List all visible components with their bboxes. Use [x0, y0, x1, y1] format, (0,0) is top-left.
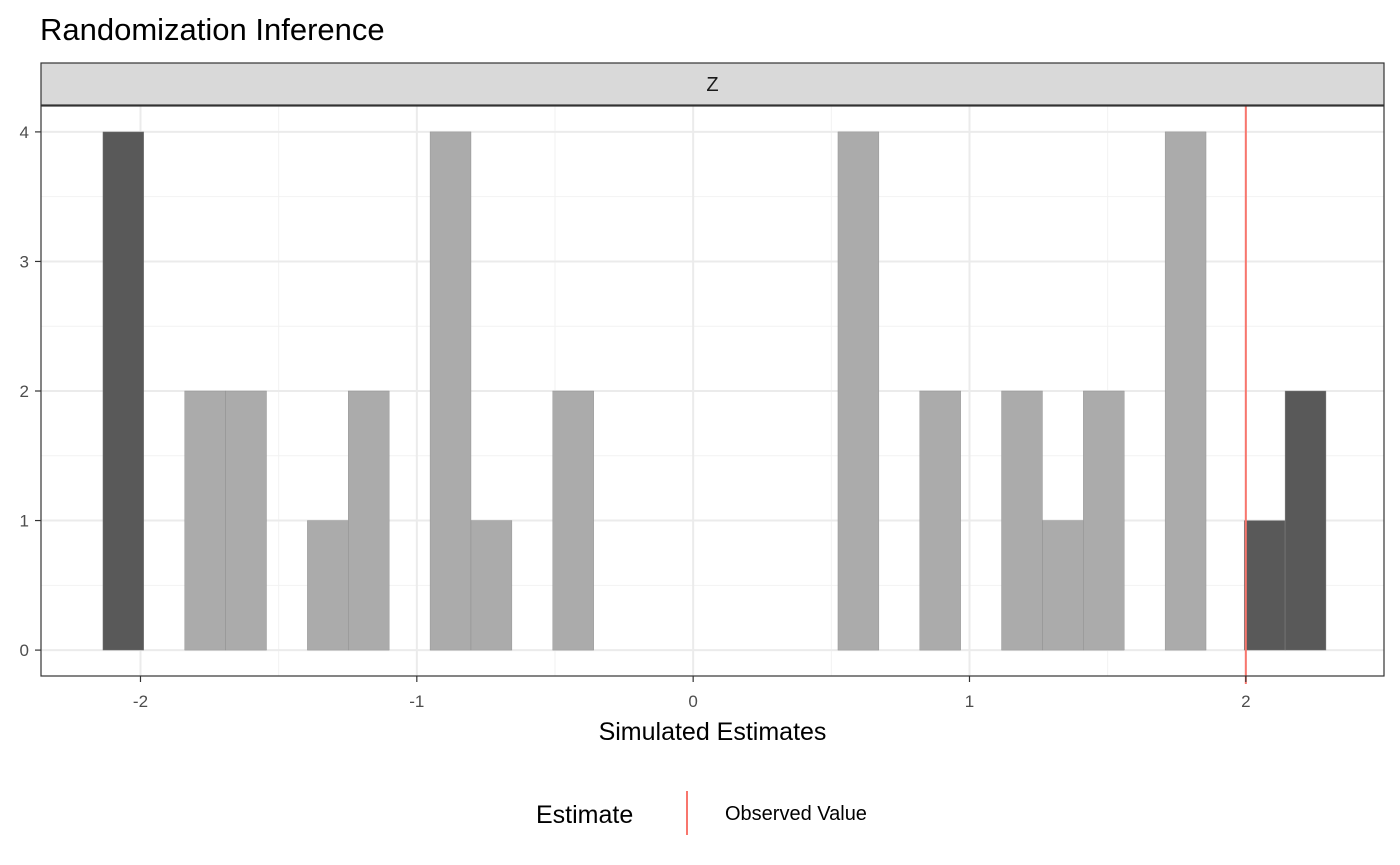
chart-title: Randomization Inference: [40, 12, 385, 47]
histogram-bar: [307, 520, 349, 651]
legend-title: Estimate: [536, 801, 633, 829]
facet-strip-label: Z: [706, 74, 718, 96]
histogram-bar: [1042, 520, 1084, 651]
axis-ticks: -2 -1 0 1 2 0 1 2 3 4: [20, 123, 1251, 711]
histogram-bar: [919, 390, 961, 651]
histogram-bar: [429, 131, 472, 651]
legend-label: Observed Value: [725, 803, 867, 825]
facet-strip: [40, 62, 1385, 106]
y-tick-label: 4: [20, 123, 29, 142]
x-tick-label: 1: [965, 692, 974, 711]
x-axis-title: Simulated Estimates: [599, 718, 827, 746]
x-tick-label: 2: [1241, 692, 1250, 711]
histogram-bar: [1083, 390, 1125, 651]
y-tick-label: 2: [20, 382, 29, 401]
histogram-bar-extreme: [1284, 390, 1327, 651]
legend: Estimate Observed Value: [536, 791, 867, 835]
x-tick-label: -1: [409, 692, 424, 711]
histogram-bar: [837, 131, 880, 651]
y-tick-label: 3: [20, 252, 29, 271]
histogram-bars: [102, 131, 1327, 651]
histogram-bar: [1001, 390, 1043, 651]
x-tick-label: -2: [133, 692, 148, 711]
histogram-bar: [552, 390, 594, 651]
histogram-bar-extreme: [102, 131, 144, 651]
histogram-bar: [470, 520, 513, 651]
y-tick-label: 1: [20, 512, 29, 531]
histogram-bar: [225, 390, 267, 651]
y-tick-label: 0: [20, 641, 29, 660]
histogram-bar: [184, 390, 226, 651]
histogram-bar-extreme: [1243, 520, 1286, 651]
histogram-bar: [1164, 131, 1207, 651]
x-tick-label: 0: [688, 692, 697, 711]
histogram-bar: [348, 390, 390, 651]
